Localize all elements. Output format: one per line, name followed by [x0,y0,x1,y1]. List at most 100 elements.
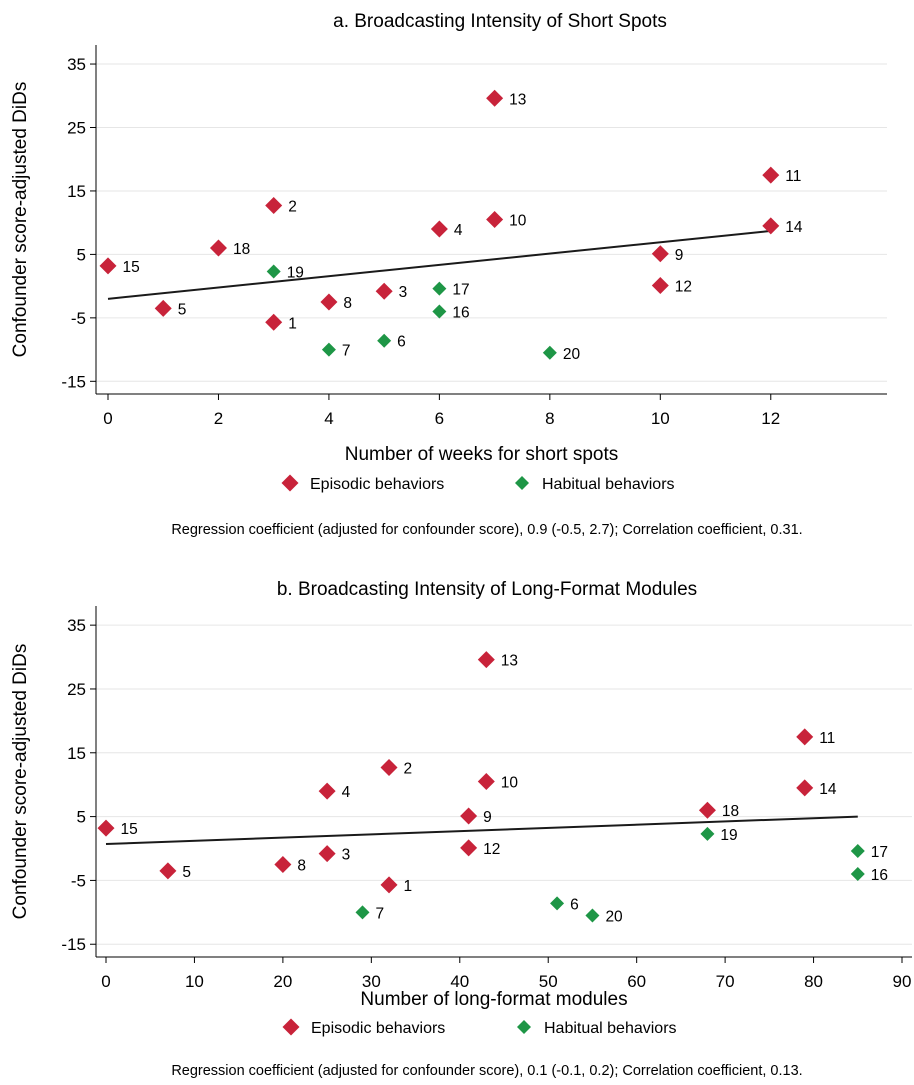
point-label: 4 [342,784,351,801]
point-episodic [375,282,393,300]
point-episodic [460,807,478,825]
point-habitual [321,342,336,357]
point-episodic [698,801,716,819]
point-label: 9 [483,809,492,826]
legend-episodic-label: Episodic behaviors [310,476,444,493]
point-episodic [460,839,478,857]
y-tick-label: 15 [67,744,86,763]
y-tick-label: 5 [77,245,86,264]
legend-episodic-label: Episodic behaviors [311,1020,445,1037]
point-episodic [762,166,780,184]
point-label: 15 [121,821,138,838]
point-episodic [265,313,283,331]
x-tick-label: 80 [804,972,823,991]
point-label: 15 [123,259,140,276]
x-tick-label: 30 [362,972,381,991]
point-episodic [796,728,814,746]
panel-b-fit [105,815,858,846]
point-label: 14 [785,219,803,236]
point-habitual [432,304,447,319]
point-label: 7 [342,343,351,360]
point-label: 2 [404,760,413,777]
point-habitual [355,905,370,920]
point-episodic [154,299,172,317]
x-tick-label: 60 [627,972,646,991]
y-tick-label: 25 [67,118,86,137]
x-tick-label: 50 [539,972,558,991]
y-tick-label: -15 [61,372,86,391]
fit-line [107,229,771,300]
point-label: 8 [343,295,352,312]
x-tick-label: 70 [716,972,735,991]
y-tick-label: -15 [61,935,86,954]
point-label: 14 [819,781,837,798]
point-label: 16 [452,305,469,322]
point-episodic [99,257,117,275]
point-habitual [585,908,600,923]
point-label: 11 [819,730,835,747]
point-label: 12 [675,278,692,295]
point-label: 17 [871,844,888,861]
panel-a-title: a. Broadcasting Intensity of Short Spots [333,11,667,32]
x-tick-label: 0 [101,972,110,991]
point-episodic [97,819,115,837]
legend-episodic-marker [282,1018,300,1036]
y-tick-label: 15 [67,182,86,201]
x-tick-label: 12 [761,409,780,428]
point-episodic [274,855,292,873]
point-label: 7 [375,905,384,922]
panel-a: a. Broadcasting Intensity of Short Spots… [10,11,887,538]
y-tick-label: 35 [67,616,86,635]
point-episodic [486,211,504,228]
panel-a-gridlines [96,63,887,382]
point-habitual [377,333,392,348]
point-episodic [762,217,780,235]
point-label: 20 [563,346,581,363]
point-habitual [266,264,281,279]
legend-episodic-marker [281,474,299,492]
point-episodic [477,651,495,669]
point-episodic [318,782,336,800]
point-label: 3 [399,284,408,301]
point-label: 20 [605,909,623,926]
point-episodic [651,276,669,294]
x-tick-label: 4 [324,409,333,428]
point-episodic [209,239,227,257]
panel-a-legend: Episodic behaviors Habitual behaviοrs [281,474,675,493]
point-habitual [550,896,565,911]
x-tick-label: 90 [893,972,912,991]
point-label: 10 [501,775,519,792]
point-label: 5 [182,864,191,881]
point-label: 13 [509,91,526,108]
point-episodic [159,862,177,880]
legend-habitual-label: Habitual behaviors [544,1020,677,1037]
point-label: 18 [233,241,250,258]
y-tick-label: -5 [71,309,86,328]
point-episodic [265,197,283,215]
panel-b-legend: Episodic behaviors Habitual behaviors [282,1018,677,1037]
x-tick-label: 0 [103,409,112,428]
legend-habitual-marker [517,1020,531,1034]
x-tick-label: 10 [185,972,204,991]
x-tick-label: 6 [435,409,444,428]
x-tick-label: 40 [450,972,469,991]
point-label: 13 [501,653,518,670]
panel-a-axes [95,45,887,395]
point-label: 12 [483,841,500,858]
panel-b: b. Broadcasting Intensity of Long-Format… [10,579,912,1079]
panel-b-regression-note: Regression coefficient (adjusted for con… [171,1063,802,1079]
y-tick-label: -5 [71,871,86,890]
panel-b-axes [95,606,912,958]
point-episodic [796,779,814,797]
point-episodic [320,293,338,311]
point-label: 16 [871,867,888,884]
point-habitual [542,345,557,360]
point-label: 9 [675,247,684,264]
point-episodic [380,758,398,776]
legend-habitual-marker [515,476,529,490]
point-label: 19 [720,827,737,844]
y-tick-label: 5 [77,808,86,827]
point-episodic [380,876,398,894]
